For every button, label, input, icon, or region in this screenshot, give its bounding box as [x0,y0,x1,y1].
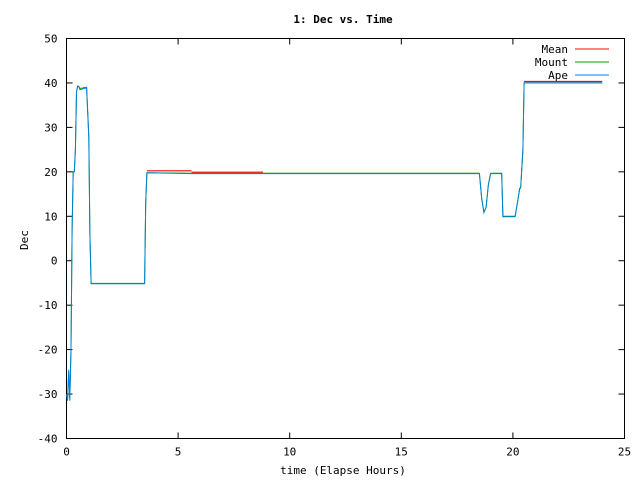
legend-label: Ape [548,69,568,82]
plot-frame [66,38,625,439]
x-tick-label: 5 [175,446,182,459]
y-tick-label: 0 [51,255,58,268]
y-tick-label: -10 [38,299,58,312]
x-axis-label: time (Elapse Hours) [280,464,406,477]
y-tick-label: 50 [44,33,57,46]
x-tick-label: 25 [618,446,631,459]
x-tick-label: 10 [283,446,296,459]
y-tick-label: 40 [44,77,57,90]
y-axis-label: Dec [18,230,31,250]
x-tick-label: 20 [506,446,519,459]
chart-title: 1: Dec vs. Time [293,13,393,26]
series-ape-line [66,82,603,401]
legend-label: Mount [535,56,568,69]
series-layer [66,80,603,401]
x-tick-label: 15 [395,446,408,459]
y-tick-label: 10 [44,210,57,223]
y-tick-label: -20 [38,344,58,357]
y-tick-label: 20 [44,166,57,179]
legend-label: Mean [542,43,569,56]
axis-ticks: -40 -30 -20 -10 0 10 20 30 40 50 0 5 10 15 20 25 [38,33,632,459]
series-mount-line [66,82,603,399]
y-tick-label: -30 [38,388,58,401]
y-tick-label: 30 [44,121,57,134]
x-tick-label: 0 [63,446,70,459]
y-tick-label: -40 [38,433,58,446]
